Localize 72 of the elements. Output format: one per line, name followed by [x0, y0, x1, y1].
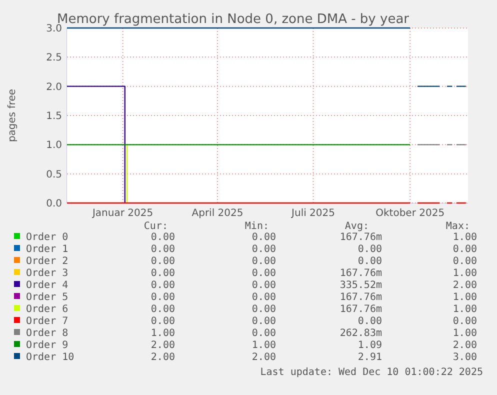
y-tick-label: 3.0 — [46, 24, 62, 34]
text: 0.00 — [252, 256, 276, 267]
text: Max: — [446, 221, 470, 232]
text: 0.00 — [150, 280, 175, 291]
text: 1.00 — [452, 232, 477, 243]
text: 2.00 — [452, 340, 477, 351]
text: 0.00 — [358, 244, 382, 255]
text: 167.76m — [340, 304, 382, 315]
y-tick-label: 1.5 — [46, 111, 62, 122]
text: 262.83m — [340, 328, 382, 339]
x-tick-label: Januar 2025 — [91, 208, 154, 219]
legend-label: Order 3 — [26, 268, 68, 279]
legend-label: Order 7 — [26, 316, 68, 327]
text: 1.00 — [452, 304, 477, 315]
text: 1.00 — [452, 292, 477, 303]
text: 2.00 — [150, 352, 175, 363]
text: 167.76m — [340, 232, 382, 243]
text: Last update: Wed Dec 10 01:00:22 2025 — [260, 367, 483, 378]
legend-label: Order 10 — [26, 352, 74, 363]
text: 0.00 — [452, 316, 477, 327]
text: 0.00 — [150, 268, 175, 279]
text: 1.00 — [452, 268, 477, 279]
legend-label: Order 9 — [26, 340, 68, 351]
text: 0.00 — [358, 316, 382, 327]
text: 1.00 — [452, 328, 477, 339]
text: 0.00 — [150, 232, 175, 243]
text: 0.00 — [150, 256, 175, 267]
text: Avg: — [344, 221, 369, 232]
text: 0.00 — [150, 304, 175, 315]
legend-label: Order 2 — [26, 256, 68, 267]
text: Cur: — [144, 221, 168, 232]
y-tick-label: 1.0 — [46, 140, 62, 152]
x-tick-label: Oktober 2025 — [376, 208, 445, 219]
y-tick-label: 2.5 — [46, 52, 62, 64]
y-axis-title: pages free — [7, 88, 18, 142]
legend-label: Order 5 — [26, 292, 68, 303]
y-tick-label: 2.0 — [46, 82, 62, 93]
text: Min: — [244, 221, 269, 232]
x-tick-label: April 2025 — [192, 208, 244, 219]
text: 0.00 — [252, 232, 276, 243]
text: 2.91 — [358, 352, 382, 363]
legend-label: Order 4 — [26, 280, 68, 291]
text: 3.00 — [452, 352, 477, 363]
text: 335.52m — [340, 280, 382, 291]
text: 0.00 — [252, 328, 276, 339]
y-tick-label: 0.5 — [46, 169, 62, 180]
text: 167.76m — [340, 292, 382, 303]
text: 0.00 — [252, 268, 276, 279]
text: 2.00 — [252, 352, 276, 363]
text: 2.00 — [452, 280, 477, 291]
legend-label: Order 8 — [26, 328, 68, 339]
text: 0.00 — [252, 280, 276, 291]
text: 0.00 — [252, 292, 276, 303]
text: 167.76m — [340, 268, 382, 279]
text: 1.09 — [358, 340, 382, 351]
text: 0.00 — [252, 304, 276, 315]
text: 2.00 — [150, 340, 175, 351]
text: 0.00 — [150, 292, 175, 303]
text: 1.00 — [252, 340, 276, 351]
text: 1.00 — [150, 328, 175, 339]
text: 0.00 — [452, 244, 477, 255]
text: 0.00 — [252, 244, 276, 255]
x-tick-label: Juli 2025 — [290, 208, 336, 219]
y-tick-label: 0.0 — [46, 198, 62, 210]
legend-label: Order 1 — [26, 244, 68, 255]
text: 0.00 — [358, 256, 382, 267]
legend-label: Order 6 — [26, 304, 68, 315]
text: 0.00 — [252, 316, 276, 327]
text: 0.00 — [150, 316, 175, 327]
text: 0.00 — [452, 256, 477, 267]
legend-label: Order 0 — [26, 232, 68, 243]
text: 0.00 — [150, 244, 175, 255]
